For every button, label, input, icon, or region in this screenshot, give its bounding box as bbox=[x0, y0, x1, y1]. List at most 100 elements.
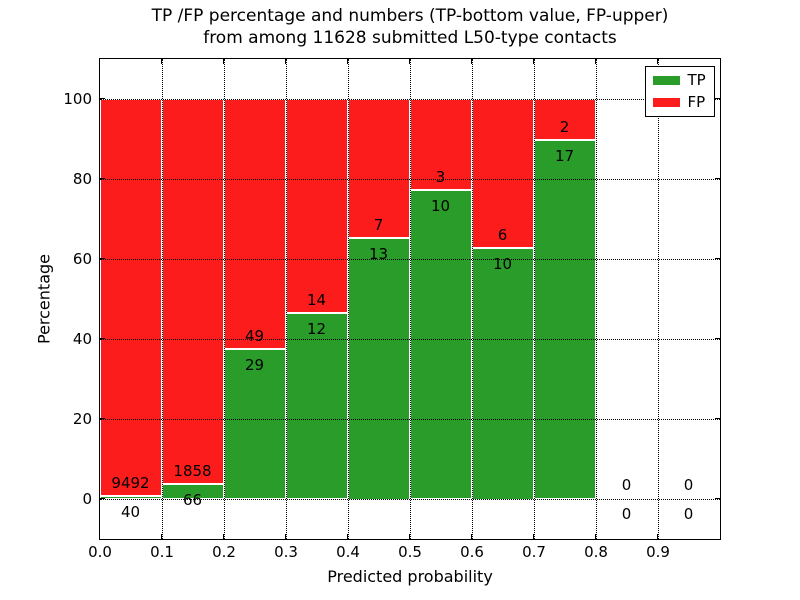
bar-count-label-tp: 10 bbox=[492, 254, 513, 273]
legend-swatch-fp-icon bbox=[652, 97, 680, 107]
x-tick-mark bbox=[657, 58, 658, 64]
x-tick-label: 0.9 bbox=[646, 543, 670, 561]
bar-segment-tp bbox=[99, 496, 162, 499]
x-gridline bbox=[409, 58, 411, 539]
y-tick-mark bbox=[714, 98, 720, 99]
x-tick-mark bbox=[409, 58, 410, 64]
x-tick-label: 0.3 bbox=[274, 543, 298, 561]
bar-count-label-tp: 17 bbox=[554, 146, 575, 165]
x-gridline bbox=[533, 58, 535, 539]
legend-entry-fp: FP bbox=[652, 92, 706, 111]
x-tick-label: 0.2 bbox=[212, 543, 236, 561]
bar-segment-tp bbox=[409, 190, 472, 499]
x-tick-mark bbox=[99, 533, 100, 539]
bar-segment-fp bbox=[161, 98, 224, 485]
x-tick-label: 0.8 bbox=[584, 543, 608, 561]
y-tick-label: 0 bbox=[82, 490, 92, 508]
x-tick-mark bbox=[595, 58, 596, 64]
bar-segment-tp bbox=[533, 140, 596, 499]
legend-label-tp: TP bbox=[687, 70, 706, 89]
y-tick-mark bbox=[99, 258, 105, 259]
legend-label-fp: FP bbox=[687, 92, 706, 111]
x-tick-mark bbox=[409, 533, 410, 539]
x-tick-mark bbox=[533, 58, 534, 64]
x-tick-mark bbox=[161, 533, 162, 539]
x-gridline bbox=[285, 58, 287, 539]
chart-title-line1: TP /FP percentage and numbers (TP-bottom… bbox=[151, 6, 669, 26]
x-tick-label: 0.6 bbox=[460, 543, 484, 561]
bar-count-label-tp: 29 bbox=[244, 355, 265, 374]
bar-count-label-fp: 2 bbox=[559, 117, 570, 136]
bar-count-label-tp: 12 bbox=[306, 319, 327, 338]
bar-segment-tp bbox=[347, 238, 410, 499]
y-tick-mark bbox=[99, 178, 105, 179]
x-tick-mark bbox=[223, 533, 224, 539]
bar-count-label-fp: 6 bbox=[497, 225, 508, 244]
chart-title: TP /FP percentage and numbers (TP-bottom… bbox=[100, 5, 720, 49]
bar-count-label-fp: 7 bbox=[373, 215, 384, 234]
x-tick-label: 0.0 bbox=[88, 543, 112, 561]
y-tick-label: 20 bbox=[72, 410, 92, 428]
bar-segment-tp bbox=[471, 248, 534, 499]
bar-count-label-fp: 14 bbox=[306, 290, 327, 309]
y-tick-mark bbox=[714, 338, 720, 339]
x-tick-mark bbox=[533, 533, 534, 539]
bar-count-label-tp: 40 bbox=[120, 502, 141, 521]
x-tick-mark bbox=[471, 533, 472, 539]
x-tick-mark bbox=[161, 58, 162, 64]
bar-segment-fp bbox=[471, 98, 534, 249]
x-axis-label: Predicted probability bbox=[327, 567, 493, 586]
legend-swatch-tp-icon bbox=[652, 75, 680, 85]
bar-segment-fp bbox=[409, 98, 472, 191]
x-tick-mark bbox=[285, 58, 286, 64]
bar-segment-fp bbox=[223, 98, 286, 350]
y-tick-mark bbox=[99, 338, 105, 339]
x-tick-mark bbox=[347, 58, 348, 64]
bar-count-label-tp: 66 bbox=[182, 490, 203, 509]
x-tick-mark bbox=[471, 58, 472, 64]
x-tick-label: 0.4 bbox=[336, 543, 360, 561]
x-tick-label: 0.7 bbox=[522, 543, 546, 561]
bar-segment-fp bbox=[99, 98, 162, 497]
chart-title-line2: from among 11628 submitted L50-type cont… bbox=[203, 28, 617, 48]
plot-area: TP FP 9492 40 1858 66 49 29 14 12 7 13 3 10 6 10 2 17 0 0… bbox=[98, 57, 721, 540]
x-tick-mark bbox=[285, 533, 286, 539]
x-gridline bbox=[347, 58, 349, 539]
bar-count-label-fp: 0 bbox=[683, 475, 694, 494]
bar-count-label-tp: 0 bbox=[621, 504, 632, 523]
x-gridline bbox=[161, 58, 163, 539]
x-tick-mark bbox=[347, 533, 348, 539]
y-tick-mark bbox=[99, 418, 105, 419]
y-tick-label: 60 bbox=[72, 250, 92, 268]
y-tick-mark bbox=[99, 498, 105, 499]
x-tick-label: 0.1 bbox=[150, 543, 174, 561]
x-tick-mark bbox=[595, 533, 596, 539]
x-tick-mark bbox=[657, 533, 658, 539]
x-tick-mark bbox=[223, 58, 224, 64]
y-tick-mark bbox=[714, 258, 720, 259]
x-gridline bbox=[223, 58, 225, 539]
y-tick-mark bbox=[99, 98, 105, 99]
bar-segment-tp bbox=[223, 349, 286, 499]
x-tick-mark bbox=[99, 58, 100, 64]
x-tick-label: 0.5 bbox=[398, 543, 422, 561]
bar-count-label-fp: 9492 bbox=[111, 473, 150, 492]
y-tick-mark bbox=[714, 418, 720, 419]
y-tick-label: 80 bbox=[72, 170, 92, 188]
bar-count-label-fp: 0 bbox=[621, 475, 632, 494]
bar-segment-fp bbox=[285, 98, 348, 314]
legend: TP FP bbox=[644, 65, 715, 117]
bar-count-label-tp: 13 bbox=[368, 244, 389, 263]
bar-count-label-fp: 3 bbox=[435, 167, 446, 186]
y-tick-label: 40 bbox=[72, 330, 92, 348]
y-tick-mark bbox=[714, 498, 720, 499]
y-tick-mark bbox=[714, 178, 720, 179]
bar-count-label-tp: 10 bbox=[430, 196, 451, 215]
x-gridline bbox=[471, 58, 473, 539]
x-gridline bbox=[657, 58, 659, 539]
y-tick-label: 100 bbox=[63, 90, 92, 108]
bar-count-label-tp: 0 bbox=[683, 504, 694, 523]
x-gridline bbox=[595, 58, 597, 539]
bar-segment-tp bbox=[285, 313, 348, 499]
